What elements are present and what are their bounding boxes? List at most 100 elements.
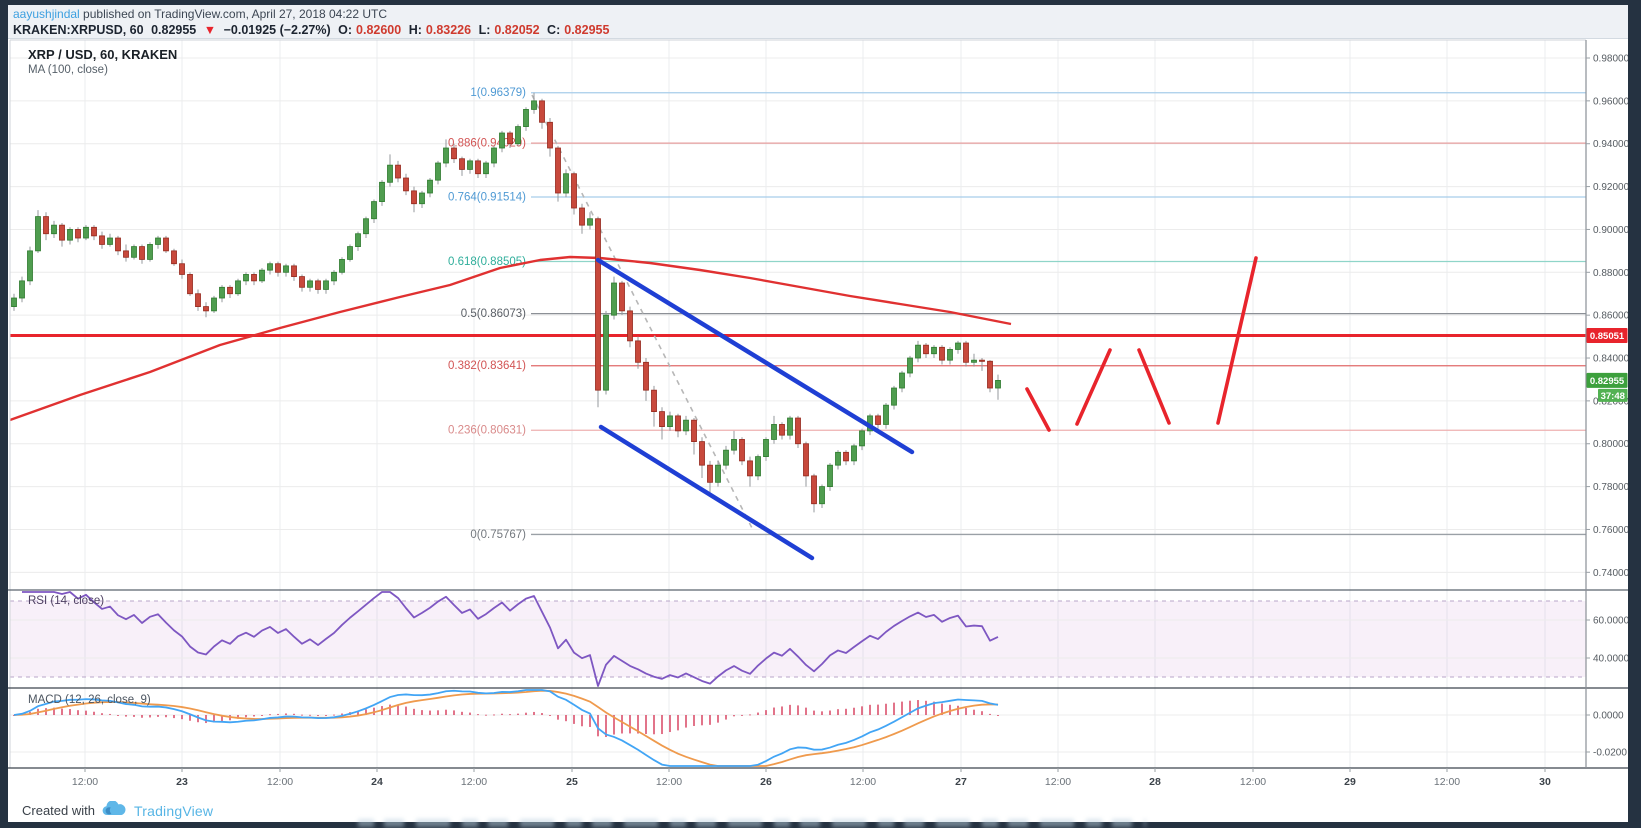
time-axis[interactable]: 12:00 23 12:00 24 12:00 25 12:00 26 12:00 27 12:00… xyxy=(72,768,1551,788)
projection-segment xyxy=(1075,348,1112,426)
candle-down xyxy=(195,293,201,307)
macd-histogram-bar xyxy=(677,715,679,731)
candle-up xyxy=(419,192,425,205)
macd-histogram-bar xyxy=(181,715,183,720)
macd-histogram-bar xyxy=(805,707,807,715)
macd-histogram-bar xyxy=(933,701,935,715)
macd-histogram-bar xyxy=(605,715,607,738)
candle-down xyxy=(619,282,625,312)
publish-header: aayushjindal published on TradingView.co… xyxy=(8,5,1628,39)
low-label: L: xyxy=(478,23,491,37)
candle-up xyxy=(515,126,521,145)
price-axis[interactable]: 0.98000 0.96000 0.94000 0.92000 0.90000 0.880… xyxy=(1586,54,1630,759)
macd-histogram-bar xyxy=(317,715,319,716)
macd-histogram-bar xyxy=(893,702,895,715)
price-tick-label: 0.0000 xyxy=(1593,711,1624,722)
candle-up xyxy=(563,173,569,194)
candle-down xyxy=(739,439,745,462)
macd-histogram-bar xyxy=(749,714,751,716)
macd-histogram-bar xyxy=(525,712,527,715)
price-tick-label: 0.96000 xyxy=(1593,96,1628,107)
candle-up xyxy=(755,456,761,477)
macd-histogram-bar xyxy=(469,712,471,715)
macd-histogram-bar xyxy=(141,715,143,718)
macd-histogram-bar xyxy=(549,715,551,716)
projection-segment xyxy=(1025,387,1051,432)
down-arrow-icon: ▼ xyxy=(203,23,217,37)
macd-histogram-bar xyxy=(821,711,823,715)
candle-down xyxy=(923,344,929,355)
candle-down xyxy=(75,229,81,239)
candle-up xyxy=(891,387,897,406)
macd-histogram-bar xyxy=(101,713,103,715)
candle-down xyxy=(987,360,993,389)
macd-histogram-bar xyxy=(85,710,87,715)
last-price: 0.82955 xyxy=(151,23,197,37)
fib-label: 0.886(0.94029) xyxy=(448,138,526,150)
candle-down xyxy=(395,164,401,179)
time-tick-label: 29 xyxy=(1344,776,1356,788)
macd-histogram-bar xyxy=(853,707,855,715)
macd-histogram-bar xyxy=(197,715,199,723)
channel-upper-trendline xyxy=(595,257,915,455)
macd-histogram-bar xyxy=(61,708,63,715)
candle-down xyxy=(539,100,545,123)
candle-up xyxy=(307,280,313,288)
macd-histogram-bar xyxy=(613,715,615,735)
candle-down xyxy=(251,274,257,282)
macd-histogram-bar xyxy=(669,715,671,733)
macd-histogram-bar xyxy=(261,715,263,716)
price-chart-canvas[interactable]: 1(0.96379) 0.886(0.94029) 0.764(0.91514) 0.… xyxy=(8,39,1630,799)
candle-up xyxy=(523,109,529,127)
close-value: 0.82955 xyxy=(564,23,610,37)
candle-down xyxy=(707,464,713,483)
created-with-text: Created with xyxy=(22,803,95,818)
resistance-price-badge-text: 0.85051 xyxy=(1590,331,1625,342)
macd-histogram-bar xyxy=(325,715,327,716)
candle-up xyxy=(723,449,729,466)
candle-up xyxy=(19,280,25,299)
candle-down xyxy=(507,132,513,145)
price-tick-label: 0.78000 xyxy=(1593,482,1628,493)
macd-histogram-bar xyxy=(725,715,727,720)
tradingview-cloud-icon xyxy=(102,799,127,821)
candle-up xyxy=(235,280,241,295)
candle-up xyxy=(499,132,505,149)
macd-histogram-bar xyxy=(533,711,535,715)
author-link[interactable]: aayushjindal xyxy=(13,7,80,21)
candle-down xyxy=(779,424,785,436)
candle-up xyxy=(347,246,353,260)
macd-histogram-bar xyxy=(93,711,95,715)
candle-down xyxy=(939,346,945,361)
candle-up xyxy=(531,100,537,110)
time-tick-label: 26 xyxy=(760,776,772,788)
candle-down xyxy=(843,451,849,462)
candle-down xyxy=(699,441,705,466)
macd-histogram-bar xyxy=(877,704,879,715)
candle-down xyxy=(635,340,641,363)
macd-histogram-bar xyxy=(461,711,463,715)
candle-down xyxy=(203,306,209,312)
macd-histogram-bar xyxy=(589,715,591,727)
macd-histogram-bar xyxy=(309,714,311,716)
macd-histogram-bar xyxy=(885,703,887,715)
fib-label: 0.382(0.83641) xyxy=(448,360,526,372)
macd-histogram-bar xyxy=(925,700,927,715)
candle-up xyxy=(259,269,265,282)
time-tick-label: 12:00 xyxy=(1240,776,1266,788)
candle-up xyxy=(907,357,913,374)
candle-down xyxy=(171,250,177,265)
cropped-blurred-text xyxy=(358,819,1146,827)
candle-down xyxy=(595,218,601,391)
price-tick-label: 0.88000 xyxy=(1593,268,1628,279)
macd-histogram-bar xyxy=(813,710,815,715)
macd-histogram-bar xyxy=(389,704,391,715)
ma-100-line xyxy=(9,255,1012,422)
candle-up xyxy=(219,286,225,299)
attribution-footer: Created with TradingView xyxy=(8,799,1628,822)
candle-down xyxy=(299,276,305,288)
macd-histogram-bar xyxy=(629,715,631,734)
tradingview-brand-link[interactable]: TradingView xyxy=(133,802,214,819)
macd-histogram-bar xyxy=(77,710,79,715)
time-tick-label: 12:00 xyxy=(72,776,98,788)
